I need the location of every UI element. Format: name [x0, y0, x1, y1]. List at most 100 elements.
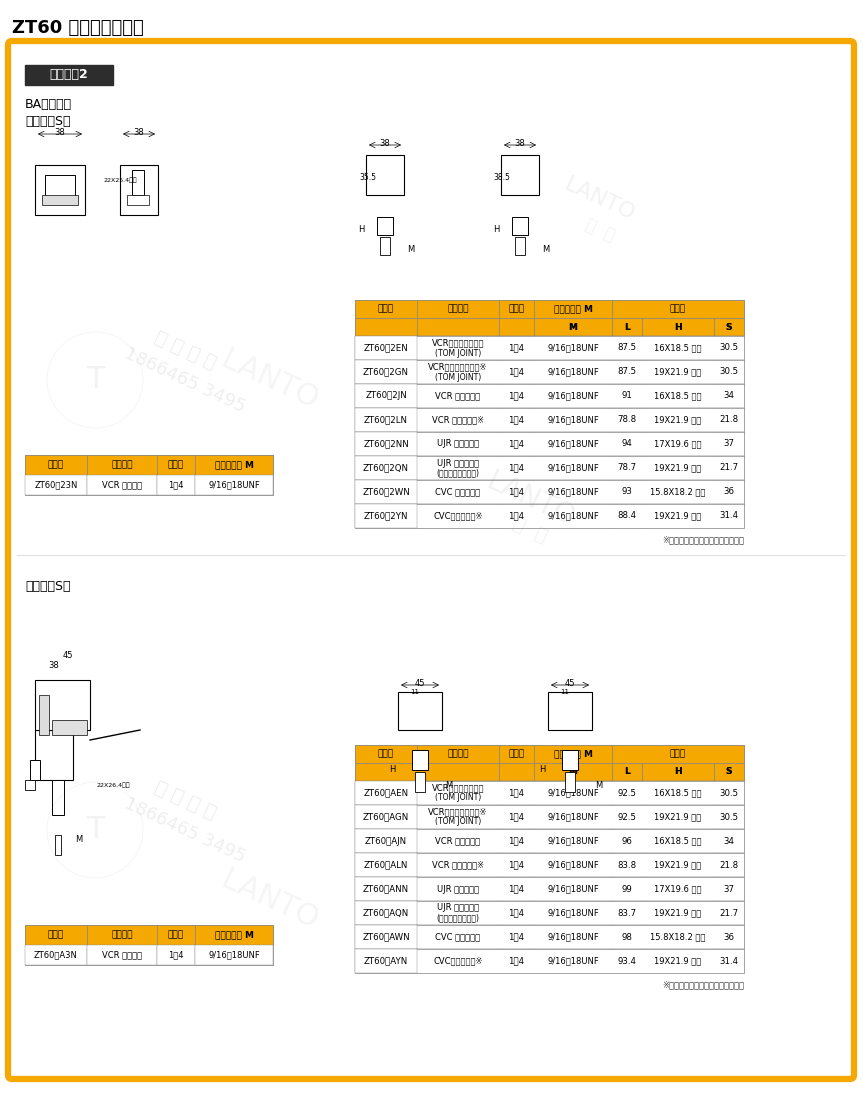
Text: 93: 93 — [621, 488, 633, 497]
Text: VCR メスナット※: VCR メスナット※ — [432, 415, 484, 425]
Text: 配管径: 配管径 — [168, 931, 184, 940]
Text: 98: 98 — [621, 933, 633, 942]
Bar — [714, 505, 744, 528]
Text: 15.8X18.2 六角: 15.8X18.2 六角 — [651, 488, 706, 497]
Text: 朗 拓 科 技: 朗 拓 科 技 — [151, 328, 219, 372]
Bar — [417, 763, 499, 781]
Bar — [195, 945, 273, 965]
Text: ※ベアリングは入っておりません。: ※ベアリングは入っておりません。 — [662, 535, 744, 544]
Text: S: S — [726, 322, 732, 331]
Bar — [534, 505, 612, 528]
Text: ※ベアリングは入っておりません。: ※ベアリングは入っておりません。 — [662, 980, 744, 989]
Bar — [417, 336, 499, 360]
Bar — [612, 408, 642, 432]
Text: 30.5: 30.5 — [720, 813, 739, 821]
Text: 16X18.5 六角: 16X18.5 六角 — [654, 392, 702, 401]
Bar — [714, 949, 744, 973]
Text: (TOM JOINT): (TOM JOINT) — [435, 372, 482, 382]
Bar — [417, 901, 499, 925]
Bar — [714, 456, 744, 480]
Bar — [417, 949, 499, 973]
Bar — [714, 805, 744, 829]
Text: 接続継手: 接続継手 — [111, 460, 133, 469]
Bar — [499, 745, 534, 763]
Text: H: H — [674, 322, 682, 331]
Bar — [499, 763, 534, 781]
Text: 38: 38 — [380, 139, 390, 148]
Bar — [534, 877, 612, 901]
Text: BAグレード: BAグレード — [25, 98, 72, 112]
Bar — [87, 455, 157, 475]
Bar — [355, 745, 417, 763]
Bar — [25, 475, 87, 495]
Text: ZT60－2EN: ZT60－2EN — [363, 343, 408, 352]
Text: M: M — [569, 767, 577, 776]
Bar — [355, 805, 417, 829]
Text: 19X21.9 六角: 19X21.9 六角 — [654, 909, 702, 917]
Bar — [612, 781, 642, 805]
Bar — [127, 195, 149, 205]
Bar — [25, 925, 87, 945]
Bar — [355, 456, 744, 480]
Bar — [355, 877, 744, 901]
Bar — [355, 805, 744, 829]
Text: ZT60－AEN: ZT60－AEN — [363, 788, 408, 797]
Text: 92.5: 92.5 — [618, 788, 637, 797]
Bar — [355, 877, 417, 901]
Bar — [612, 456, 642, 480]
Bar — [612, 853, 642, 877]
Text: UJR メスナット: UJR メスナット — [437, 903, 479, 913]
Text: 1／4: 1／4 — [508, 837, 525, 846]
Text: 99: 99 — [621, 884, 633, 893]
Text: M: M — [542, 245, 549, 255]
Bar — [499, 805, 534, 829]
Text: M: M — [407, 245, 414, 255]
Text: 1／4: 1／4 — [508, 909, 525, 917]
Bar — [195, 475, 273, 495]
Bar — [355, 480, 744, 505]
Bar — [355, 384, 744, 408]
Text: (ピュアリング無し): (ピュアリング無し) — [437, 468, 480, 478]
Text: ZT60－2WN: ZT60－2WN — [362, 488, 410, 497]
Text: UJR メスナット: UJR メスナット — [437, 458, 479, 467]
Text: 11: 11 — [560, 689, 569, 696]
Bar — [642, 763, 714, 781]
Text: 1／4: 1／4 — [168, 480, 184, 489]
Text: M: M — [595, 781, 602, 789]
Bar — [87, 475, 157, 495]
Text: M: M — [75, 836, 82, 845]
Text: 88.4: 88.4 — [617, 511, 637, 520]
Bar — [120, 164, 158, 215]
Bar — [412, 750, 428, 769]
Bar — [355, 480, 744, 505]
Text: 1／4: 1／4 — [508, 439, 525, 448]
Text: 9/16－18UNF: 9/16－18UNF — [547, 343, 599, 352]
Text: 36: 36 — [723, 488, 734, 497]
Bar — [52, 781, 64, 815]
Bar — [642, 408, 714, 432]
Bar — [355, 925, 744, 949]
Text: 9/16－18UNF: 9/16－18UNF — [547, 837, 599, 846]
Text: 配管径: 配管径 — [508, 750, 525, 758]
Text: 9/16－18UNF: 9/16－18UNF — [547, 439, 599, 448]
Text: 30.5: 30.5 — [720, 368, 739, 376]
Text: ネジサイズ M: ネジサイズ M — [215, 931, 254, 940]
Text: T: T — [85, 816, 104, 845]
Text: ZT60－2YN: ZT60－2YN — [363, 511, 408, 520]
Text: CVC オスナット: CVC オスナット — [436, 488, 481, 497]
Text: 94: 94 — [621, 439, 633, 448]
Bar — [355, 505, 744, 528]
Text: 9/16－18UNF: 9/16－18UNF — [547, 884, 599, 893]
Bar — [355, 781, 744, 805]
Bar — [52, 720, 87, 735]
FancyBboxPatch shape — [8, 41, 854, 1079]
Bar — [417, 853, 499, 877]
Bar — [515, 237, 525, 255]
Text: 1／4: 1／4 — [508, 933, 525, 942]
Bar — [417, 745, 499, 763]
Text: M: M — [569, 322, 577, 331]
Text: 34: 34 — [723, 837, 734, 846]
Bar — [417, 456, 499, 480]
Text: (TOM JOINT): (TOM JOINT) — [435, 349, 482, 358]
Bar — [417, 480, 499, 505]
